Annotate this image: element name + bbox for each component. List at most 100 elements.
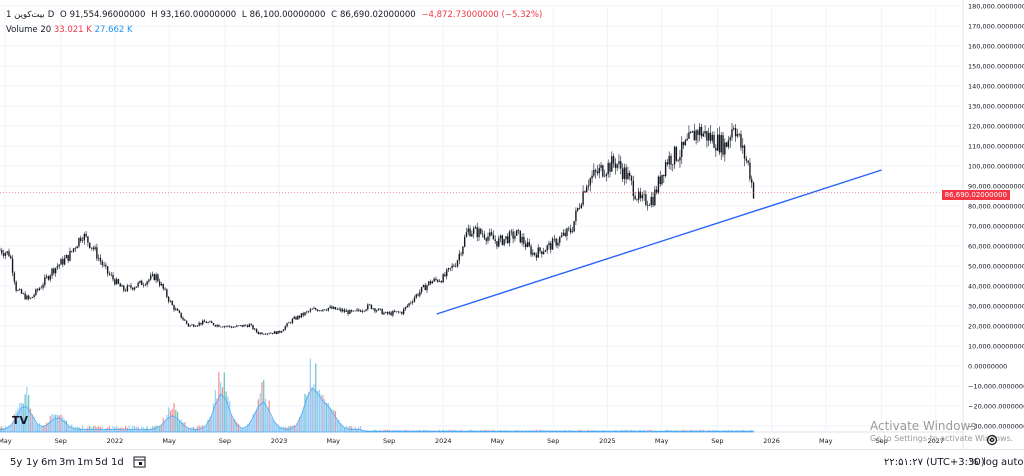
candle-body-up [115, 279, 118, 285]
candle-body-down [13, 272, 16, 282]
range-button-5y[interactable]: 5y [10, 457, 23, 468]
volume-bar [89, 425, 91, 432]
candle-body-down [663, 174, 665, 177]
goto-date-calendar-icon[interactable] [133, 455, 146, 468]
candle-body-down [530, 246, 532, 255]
volume-bar [360, 426, 362, 432]
volume-bar [175, 409, 177, 432]
volume-bar [37, 425, 39, 432]
candle-body-down [67, 254, 69, 261]
percent-scale-button[interactable]: % [969, 457, 979, 468]
log-scale-button[interactable]: log [983, 457, 999, 468]
candle-body-up [711, 134, 713, 141]
candle-body-down [96, 247, 98, 259]
price-tick-label: −20,000.00000000 [968, 403, 1024, 411]
candle-series [0, 122, 755, 336]
candle-body-up [306, 311, 308, 313]
tradingview-logo[interactable]: TV [12, 414, 29, 427]
candle-body-up [551, 238, 554, 250]
candle-body-up [420, 287, 423, 292]
range-button-3m[interactable]: 3m [59, 457, 76, 468]
volume-bar [286, 427, 288, 432]
range-button-1y[interactable]: 1y [26, 457, 39, 468]
volume-bar [200, 426, 202, 432]
candle-body-up [580, 204, 582, 209]
range-button-5d[interactable]: 5d [95, 457, 108, 468]
candle-body-up [472, 228, 475, 234]
volume-bar [63, 419, 66, 432]
candle-body-up [673, 146, 676, 165]
candle-body-up [318, 310, 321, 312]
volume-bar [331, 409, 333, 432]
volume-bar [69, 426, 71, 432]
volume-bar [42, 425, 44, 432]
candle-body-up [571, 231, 574, 233]
time-tick-label: Sep [383, 437, 395, 445]
volume-bar [392, 429, 394, 432]
interval-label[interactable]: 1D [6, 10, 55, 20]
volume-bar [311, 387, 313, 432]
volume-bar [33, 416, 35, 432]
candle-body-up [431, 281, 434, 284]
candle-body-up [90, 247, 93, 249]
range-button-1d[interactable]: 1d [111, 457, 124, 468]
candle-body-down [440, 281, 443, 283]
candle-body-down [594, 170, 597, 172]
candle-body-up [573, 221, 575, 232]
volume-bar [98, 426, 100, 432]
time-tick-label: Sep [875, 437, 887, 445]
candle-body-down [182, 317, 184, 320]
candle-body-up [605, 173, 608, 176]
candle-body-up [503, 239, 505, 245]
candle-body-up [577, 207, 579, 211]
candle-body-down [625, 167, 627, 180]
candle-body-down [550, 243, 552, 250]
price-tick-label: −10,000.00000000 [968, 383, 1024, 391]
volume-bar [241, 428, 243, 432]
volume-bar [261, 382, 263, 432]
time-tick-label: May [819, 437, 833, 445]
candle-body-down [11, 258, 14, 273]
price-tick-label: 170,000.00000000 [968, 23, 1024, 31]
volume-bar [40, 426, 42, 432]
candle-body-up [142, 284, 145, 286]
candle-body-up [137, 282, 139, 287]
candle-body-down [584, 191, 586, 193]
candle-body-up [399, 311, 401, 313]
candle-body-down [272, 332, 274, 334]
volume-bar [315, 363, 317, 432]
candle-body-up [327, 307, 330, 311]
volume-bar [255, 409, 258, 432]
clock-time[interactable]: ۲۲:۵۱:۲۷ (UTC+3:30) [884, 457, 985, 468]
price-tick-label: 150,000.00000000 [968, 63, 1024, 71]
candle-body-up [349, 310, 351, 314]
candle-body-up [367, 304, 369, 310]
volume-label[interactable]: Volume 20 [6, 25, 52, 35]
candle-body-up [458, 253, 460, 261]
volume-bar [194, 428, 197, 432]
candle-body-down [1, 250, 3, 254]
candle-body-up [300, 313, 303, 318]
candle-body-up [562, 232, 565, 236]
candle-body-up [150, 275, 152, 280]
auto-scale-button[interactable]: auto [1001, 457, 1024, 468]
range-button-6m[interactable]: 6m [41, 457, 58, 468]
volume-bar [318, 389, 320, 432]
symbol-name[interactable]: بیت‌کوین [14, 10, 45, 20]
candle-body-down [218, 324, 220, 327]
candle-body-down [28, 295, 30, 299]
candle-body-up [544, 250, 547, 252]
high-value: 93,160.00000000 [160, 10, 237, 20]
settings-gear-icon[interactable] [986, 434, 998, 446]
price-tick-label: 50,000.00000000 [968, 263, 1024, 271]
volume-bar [304, 393, 306, 432]
volume-bar [105, 428, 107, 432]
range-button-1m[interactable]: 1m [77, 457, 94, 468]
candle-body-up [336, 309, 338, 310]
volume-bar [80, 428, 82, 432]
candle-body-up [356, 309, 358, 311]
volume-bar [313, 384, 315, 432]
candle-body-up [542, 251, 545, 255]
candle-body-up [291, 318, 294, 323]
